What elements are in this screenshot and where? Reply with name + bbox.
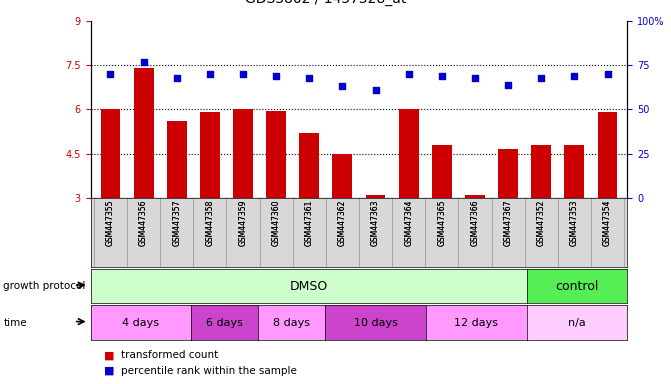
Text: GSM447355: GSM447355	[106, 200, 115, 246]
Text: time: time	[3, 318, 27, 328]
Point	[403, 71, 414, 77]
Point	[238, 71, 248, 77]
Text: GSM447365: GSM447365	[437, 200, 446, 246]
Bar	[167, 121, 187, 198]
Text: GSM447363: GSM447363	[371, 200, 380, 246]
Text: n/a: n/a	[568, 318, 586, 328]
Text: GSM447356: GSM447356	[139, 200, 148, 246]
Text: GSM447364: GSM447364	[404, 200, 413, 246]
Text: 6 days: 6 days	[207, 318, 243, 328]
Text: GSM447365: GSM447365	[437, 200, 446, 246]
Text: GSM447361: GSM447361	[305, 200, 314, 246]
Text: GSM447360: GSM447360	[272, 200, 280, 246]
Bar	[598, 113, 617, 198]
Point	[602, 71, 613, 77]
Text: ■: ■	[104, 350, 115, 360]
Point	[304, 74, 315, 81]
Bar	[498, 149, 518, 198]
Text: GSM447357: GSM447357	[172, 200, 181, 246]
Bar	[134, 68, 154, 198]
Text: GSM447361: GSM447361	[305, 200, 314, 246]
Text: GSM447352: GSM447352	[537, 200, 546, 246]
Text: GSM447366: GSM447366	[470, 200, 480, 246]
Text: GDS3802 / 1457528_at: GDS3802 / 1457528_at	[245, 0, 406, 6]
Bar	[432, 145, 452, 198]
Bar	[101, 109, 120, 198]
Text: GSM447367: GSM447367	[504, 200, 513, 246]
Text: GSM447366: GSM447366	[470, 200, 480, 246]
Text: GSM447356: GSM447356	[139, 200, 148, 246]
Bar	[564, 145, 584, 198]
Bar	[465, 195, 485, 198]
Point	[470, 74, 480, 81]
Text: GSM447359: GSM447359	[238, 200, 248, 246]
Point	[503, 82, 513, 88]
Text: 10 days: 10 days	[354, 318, 398, 328]
Bar	[332, 154, 352, 198]
Point	[370, 87, 381, 93]
Point	[105, 71, 116, 77]
Text: growth protocol: growth protocol	[3, 281, 86, 291]
Bar	[299, 133, 319, 198]
Text: GSM447358: GSM447358	[205, 200, 214, 246]
Text: GSM447362: GSM447362	[338, 200, 347, 246]
Text: control: control	[556, 280, 599, 293]
Text: DMSO: DMSO	[289, 280, 328, 293]
Bar	[266, 111, 286, 198]
Point	[436, 73, 447, 79]
Text: GSM447358: GSM447358	[205, 200, 214, 246]
Text: GSM447364: GSM447364	[404, 200, 413, 246]
Text: 12 days: 12 days	[454, 318, 499, 328]
Bar	[399, 109, 419, 198]
Bar	[366, 195, 386, 198]
Text: GSM447353: GSM447353	[570, 200, 579, 246]
Point	[337, 83, 348, 89]
Point	[138, 59, 149, 65]
Text: percentile rank within the sample: percentile rank within the sample	[121, 366, 297, 376]
Text: 4 days: 4 days	[122, 318, 160, 328]
Bar	[200, 113, 220, 198]
Text: GSM447355: GSM447355	[106, 200, 115, 246]
Text: ■: ■	[104, 366, 115, 376]
Point	[171, 74, 182, 81]
Text: GSM447359: GSM447359	[238, 200, 248, 246]
Bar	[531, 145, 551, 198]
Text: GSM447360: GSM447360	[272, 200, 280, 246]
Point	[271, 73, 282, 79]
Bar	[233, 109, 253, 198]
Text: GSM447352: GSM447352	[537, 200, 546, 246]
Text: GSM447354: GSM447354	[603, 200, 612, 246]
Point	[536, 74, 547, 81]
Text: GSM447357: GSM447357	[172, 200, 181, 246]
Text: transformed count: transformed count	[121, 350, 218, 360]
Text: GSM447367: GSM447367	[504, 200, 513, 246]
Text: GSM447362: GSM447362	[338, 200, 347, 246]
Point	[569, 73, 580, 79]
Point	[205, 71, 215, 77]
Text: GSM447363: GSM447363	[371, 200, 380, 246]
Text: 8 days: 8 days	[273, 318, 311, 328]
Text: GSM447353: GSM447353	[570, 200, 579, 246]
Text: GSM447354: GSM447354	[603, 200, 612, 246]
